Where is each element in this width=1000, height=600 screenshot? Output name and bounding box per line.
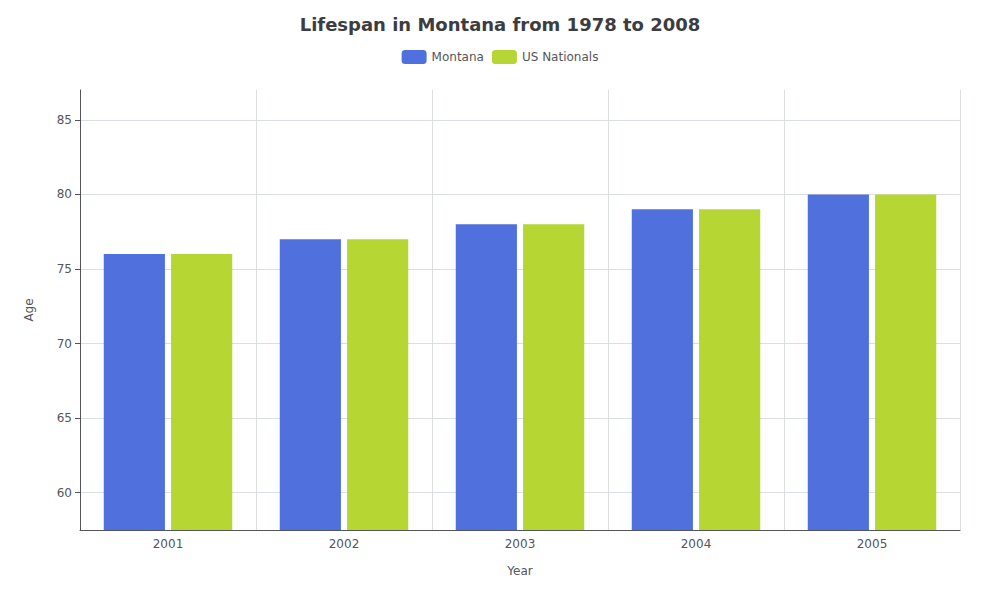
svg-text:Age: Age	[22, 298, 36, 321]
svg-text:75: 75	[57, 262, 72, 276]
svg-text:US Nationals: US Nationals	[522, 50, 598, 64]
svg-text:2002: 2002	[329, 537, 360, 551]
svg-text:2003: 2003	[505, 537, 536, 551]
svg-text:70: 70	[57, 337, 72, 351]
svg-text:Montana: Montana	[432, 50, 484, 64]
svg-text:Lifespan in Montana from 1978: Lifespan in Montana from 1978 to 2008	[300, 14, 701, 35]
svg-text:2004: 2004	[681, 537, 712, 551]
svg-text:Year: Year	[506, 564, 532, 578]
svg-text:2001: 2001	[153, 537, 184, 551]
svg-text:65: 65	[57, 411, 72, 425]
svg-text:2005: 2005	[857, 537, 888, 551]
svg-text:80: 80	[57, 187, 72, 201]
svg-text:60: 60	[57, 486, 72, 500]
svg-text:85: 85	[57, 113, 72, 127]
